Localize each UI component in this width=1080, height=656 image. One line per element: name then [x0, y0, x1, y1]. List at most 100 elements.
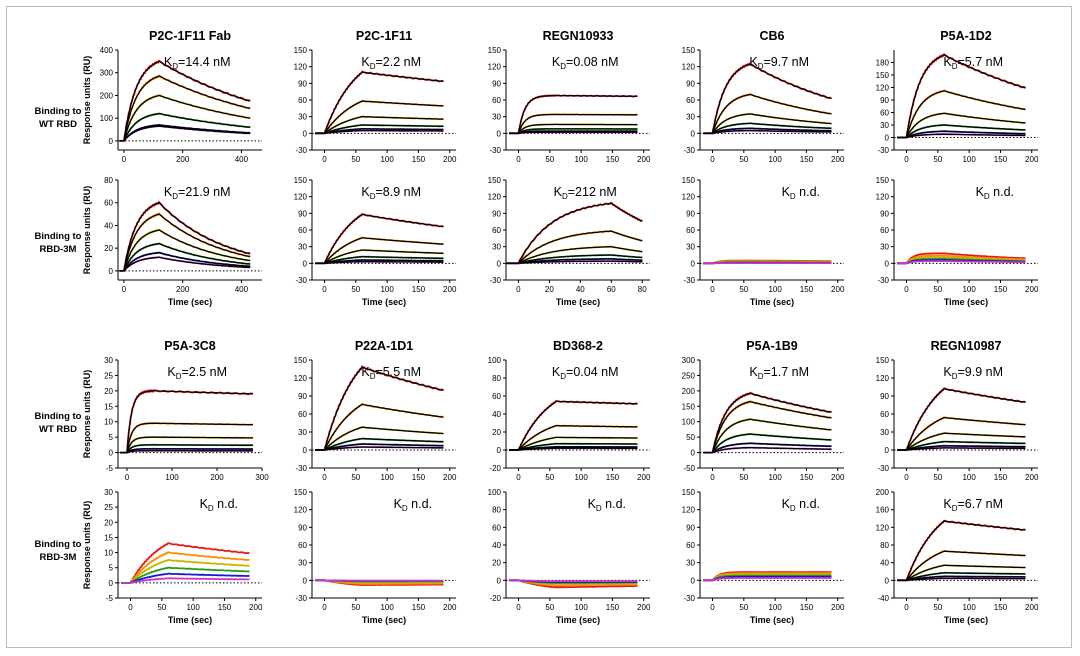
- fit-curve-5: [119, 125, 251, 142]
- fit-curve-4: [315, 443, 444, 451]
- fit-curve-2: [315, 249, 444, 264]
- y-tick-label: 120: [876, 193, 890, 202]
- x-tick-label: 150: [994, 155, 1008, 164]
- x-tick-label: 100: [768, 285, 782, 294]
- x-tick-label: 50: [157, 603, 166, 612]
- x-tick-label: 150: [412, 155, 426, 164]
- panel-3: -30 0 30 60 90 120 150 0 50 100 150 200 CB6 KD=9.7 nM: [682, 29, 845, 164]
- x-tick-label: 0: [516, 285, 521, 294]
- y-tick-label: 40: [104, 221, 113, 230]
- y-tick-label: 90: [686, 523, 695, 532]
- fit-curve-4: [120, 448, 253, 454]
- fit-curve-2: [509, 436, 638, 451]
- y-tick-label: 30: [880, 121, 889, 130]
- panel-15: -5 0 5 10 15 20 25 30 0 50 100 150 200 KD n.d. Respons…: [82, 488, 263, 625]
- series-curve-5: [703, 577, 832, 582]
- panel-18: -30 0 30 60 90 120 150 0 50 100 150 200 KD n.d. Time …: [682, 488, 845, 625]
- x-tick-label: 200: [637, 603, 651, 612]
- x-tick-label: 150: [800, 473, 814, 482]
- y-tick-label: 300: [682, 356, 696, 365]
- x-tick-label: 150: [606, 473, 620, 482]
- y-tick-label: 30: [104, 488, 113, 497]
- y-axis-label: Response units (RU): [82, 56, 92, 145]
- y-tick-label: 60: [492, 226, 501, 235]
- y-tick-label: 30: [298, 559, 307, 568]
- y-tick-label: 0: [691, 129, 696, 138]
- x-tick-label: 100: [574, 155, 588, 164]
- fit-curve-3: [120, 444, 253, 454]
- kd-annotation: KD=6.7 nM: [943, 497, 1003, 513]
- y-tick-label: -30: [489, 146, 501, 155]
- kd-annotation: KD n.d.: [588, 497, 626, 513]
- y-tick-label: 60: [492, 96, 501, 105]
- panel-8: -30 0 30 60 90 120 150 0 50 100 150 200 KD n.d. Time …: [682, 176, 845, 307]
- x-tick-label: 150: [800, 285, 814, 294]
- y-tick-label: 30: [686, 243, 695, 252]
- fit-curve-3: [509, 443, 638, 451]
- y-tick-label: -30: [489, 276, 501, 285]
- fit-curve-5: [703, 446, 832, 454]
- fit-curve-0: [315, 71, 444, 134]
- y-tick-label: 60: [298, 226, 307, 235]
- y-tick-label: -30: [877, 276, 889, 285]
- panel-9: -30 0 30 60 90 120 150 0 50 100 150 200 KD n.d. Time …: [876, 176, 1039, 307]
- x-tick-label: 100: [380, 285, 394, 294]
- y-tick-label: -40: [877, 594, 889, 603]
- y-tick-label: 80: [492, 374, 501, 383]
- x-axis-label: Time (sec): [750, 297, 794, 307]
- panel-5: 0 20 40 60 80 0 200 400 KD=21.9 nM Response units…: [82, 176, 262, 307]
- series-curve-4: [121, 572, 250, 584]
- x-tick-label: 0: [122, 285, 127, 294]
- y-tick-label: 60: [880, 109, 889, 118]
- fit-curve-3: [315, 437, 444, 451]
- fit-curve-3: [315, 256, 444, 264]
- y-tick-label: 0: [885, 446, 890, 455]
- x-tick-label: 100: [574, 603, 588, 612]
- y-tick-label: 90: [298, 392, 307, 401]
- fit-curve-5: [509, 131, 638, 134]
- y-tick-label: 0: [691, 449, 696, 458]
- x-tick-label: 200: [249, 603, 263, 612]
- x-tick-label: 50: [933, 473, 942, 482]
- fit-curve-5: [897, 577, 1026, 581]
- y-tick-label: 90: [492, 209, 501, 218]
- x-tick-label: 150: [412, 603, 426, 612]
- y-tick-label: 150: [294, 176, 308, 185]
- kd-annotation: KD=21.9 nM: [164, 185, 231, 201]
- fit-curve-0: [315, 366, 444, 451]
- y-tick-label: -5: [106, 594, 114, 603]
- panel-16: -30 0 30 60 90 120 150 0 50 100 150 200 KD n.d. Time …: [294, 488, 457, 625]
- x-tick-label: 0: [904, 473, 909, 482]
- y-tick-label: 0: [109, 579, 114, 588]
- fit-curve-0: [703, 392, 832, 454]
- y-tick-label: -20: [489, 594, 501, 603]
- x-tick-label: 200: [1025, 155, 1039, 164]
- fit-curve-2: [703, 418, 832, 454]
- series-curve-5: [509, 579, 638, 583]
- fit-curve-5: [703, 129, 832, 134]
- series-curve-0: [121, 542, 250, 584]
- y-tick-label: 0: [497, 129, 502, 138]
- x-tick-label: 100: [962, 155, 976, 164]
- x-tick-label: 100: [768, 155, 782, 164]
- y-tick-label: 0: [303, 576, 308, 585]
- series-curve-3: [703, 574, 832, 582]
- fit-curve-1: [119, 75, 251, 142]
- y-tick-label: 60: [298, 541, 307, 550]
- x-tick-label: 50: [933, 285, 942, 294]
- y-tick-label: 30: [880, 243, 889, 252]
- panel-title: P22A-1D1: [355, 339, 413, 353]
- y-tick-label: 80: [880, 541, 889, 550]
- y-tick-label: 120: [876, 374, 890, 383]
- x-tick-label: 150: [606, 155, 620, 164]
- x-axis-label: Time (sec): [556, 615, 600, 625]
- series-curve-0: [703, 571, 832, 582]
- fit-curve-4: [315, 259, 444, 264]
- y-tick-label: -30: [295, 594, 307, 603]
- y-tick-label: 30: [104, 356, 113, 365]
- kd-annotation: KD=8.9 nM: [361, 185, 421, 201]
- series-curve-2: [121, 558, 250, 584]
- row-label-1-0: Binding to: [35, 231, 82, 242]
- x-tick-label: 400: [235, 155, 249, 164]
